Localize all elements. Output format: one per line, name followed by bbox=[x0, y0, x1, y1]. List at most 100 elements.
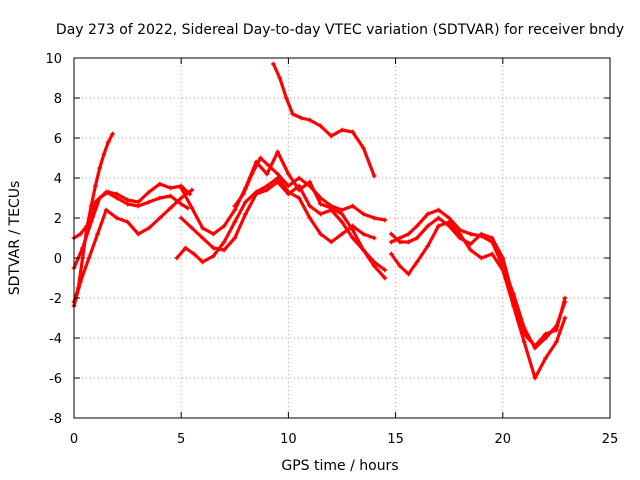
x-tick-label: 20 bbox=[495, 432, 512, 447]
data-point bbox=[489, 235, 495, 241]
data-point bbox=[318, 201, 323, 207]
x-axis-label: GPS time / hours bbox=[281, 458, 398, 474]
series-track-12 bbox=[388, 215, 568, 349]
data-point bbox=[298, 115, 304, 121]
data-point bbox=[406, 239, 411, 245]
data-point bbox=[258, 155, 263, 161]
data-point bbox=[210, 245, 216, 251]
data-point bbox=[382, 275, 388, 281]
data-point bbox=[361, 145, 366, 151]
data-point bbox=[361, 211, 366, 217]
data-point bbox=[114, 215, 120, 221]
data-point bbox=[240, 191, 246, 197]
series-line bbox=[271, 62, 376, 178]
data-point bbox=[414, 235, 420, 241]
chart-title: Day 273 of 2022, Sidereal Day-to-day VTE… bbox=[56, 22, 624, 38]
y-axis-label: SDTVAR / TECUs bbox=[7, 181, 23, 296]
data-point bbox=[296, 195, 302, 201]
data-point bbox=[105, 189, 111, 195]
data-point bbox=[382, 267, 388, 273]
data-point bbox=[178, 215, 184, 221]
data-point bbox=[350, 203, 356, 209]
data-point bbox=[191, 251, 197, 257]
y-tick-label: 4 bbox=[54, 172, 62, 187]
data-point bbox=[105, 139, 111, 145]
data-point bbox=[189, 225, 195, 231]
x-tick-label: 5 bbox=[177, 432, 185, 447]
data-point bbox=[532, 375, 538, 381]
y-tick-label: 10 bbox=[45, 52, 62, 67]
data-point bbox=[189, 205, 195, 211]
data-point bbox=[382, 217, 388, 223]
data-point bbox=[478, 255, 484, 261]
data-point bbox=[232, 219, 238, 225]
data-point bbox=[200, 235, 206, 241]
data-point bbox=[318, 123, 323, 129]
data-point bbox=[388, 239, 394, 245]
data-point bbox=[543, 331, 549, 337]
data-point bbox=[232, 235, 238, 241]
data-point bbox=[328, 133, 334, 139]
data-point bbox=[146, 189, 152, 195]
y-tick-label: -6 bbox=[49, 372, 62, 387]
data-point bbox=[339, 127, 345, 133]
data-point bbox=[543, 355, 549, 361]
data-point bbox=[286, 191, 291, 197]
data-point bbox=[146, 199, 152, 205]
data-point bbox=[371, 173, 377, 179]
y-tick-label: -8 bbox=[49, 412, 62, 427]
data-point bbox=[371, 215, 377, 221]
data-point bbox=[125, 219, 130, 225]
data-point bbox=[500, 255, 506, 261]
data-point bbox=[283, 95, 289, 101]
data-point bbox=[397, 239, 403, 245]
data-point bbox=[425, 211, 431, 217]
data-point bbox=[189, 187, 195, 193]
data-point bbox=[93, 183, 98, 189]
data-point bbox=[521, 331, 527, 337]
data-point bbox=[521, 339, 527, 345]
data-series bbox=[71, 61, 568, 381]
data-point bbox=[307, 117, 313, 123]
data-point bbox=[339, 231, 345, 237]
data-point bbox=[406, 271, 411, 277]
data-point bbox=[243, 211, 248, 217]
axis-tick-labels: 0 5 10 15 20 25 -8 -6 -4 -2 0 2 4 6 8 10 bbox=[45, 52, 618, 447]
data-point bbox=[414, 223, 420, 229]
data-point bbox=[468, 247, 474, 253]
data-point bbox=[275, 179, 281, 185]
series-line bbox=[179, 150, 387, 280]
data-point bbox=[168, 205, 173, 211]
data-point bbox=[243, 199, 248, 205]
series-line bbox=[389, 220, 567, 380]
data-point bbox=[436, 207, 441, 213]
data-point bbox=[157, 215, 163, 221]
data-point bbox=[114, 191, 120, 197]
data-point bbox=[361, 231, 366, 237]
series-track-9 bbox=[270, 61, 377, 179]
y-tick-label: -4 bbox=[49, 332, 62, 347]
x-tick-label: 25 bbox=[602, 432, 619, 447]
data-point bbox=[371, 263, 377, 269]
y-tick-label: -2 bbox=[49, 292, 62, 307]
data-point bbox=[264, 171, 270, 177]
data-point bbox=[270, 61, 276, 67]
data-point bbox=[146, 225, 152, 231]
data-point bbox=[425, 243, 431, 249]
data-point bbox=[328, 239, 334, 245]
x-tick-label: 10 bbox=[280, 432, 297, 447]
data-point bbox=[95, 231, 100, 237]
series-track-8 bbox=[232, 155, 388, 223]
data-point bbox=[86, 255, 92, 261]
data-point bbox=[135, 199, 141, 205]
data-point bbox=[174, 255, 180, 261]
y-tick-label: 0 bbox=[54, 252, 62, 267]
data-point bbox=[446, 223, 452, 229]
data-point bbox=[562, 315, 568, 321]
y-tick-label: 8 bbox=[54, 92, 62, 107]
data-point bbox=[221, 247, 227, 253]
data-point bbox=[101, 151, 107, 157]
data-point bbox=[350, 235, 356, 241]
